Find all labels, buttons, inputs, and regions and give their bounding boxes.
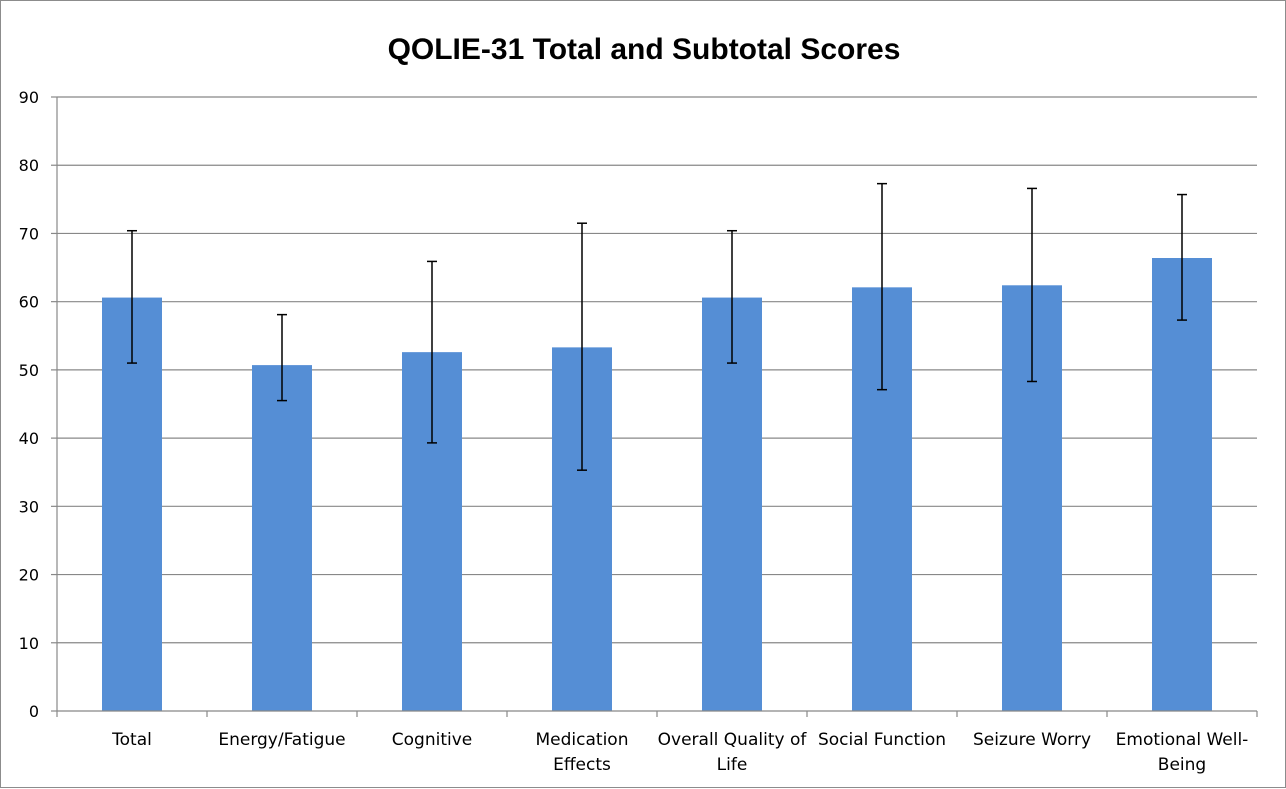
y-tick-label: 40	[19, 429, 39, 448]
category-label-line: Energy/Fatigue	[218, 730, 345, 750]
category-label-line: Effects	[553, 755, 611, 775]
category-label: Cognitive	[392, 730, 472, 750]
chart-title: QOLIE-31 Total and Subtotal Scores	[388, 33, 901, 66]
bar	[252, 365, 312, 711]
category-label-line: Emotional Well-	[1116, 730, 1249, 750]
y-tick-label: 0	[29, 702, 39, 721]
y-tick-label: 80	[19, 156, 39, 175]
bar	[702, 297, 762, 711]
category-label-line: Cognitive	[392, 730, 472, 750]
category-label-line: Social Function	[818, 730, 946, 750]
category-label: Emotional Well- Being	[1116, 730, 1249, 775]
error-bar-layer	[127, 182, 1187, 471]
y-tick-label: 50	[19, 361, 39, 380]
y-tick-label: 70	[19, 224, 39, 243]
category-label-line: Total	[111, 730, 152, 750]
bar	[1152, 258, 1212, 711]
category-label-line: Life	[717, 755, 748, 775]
y-tick-label: 20	[19, 566, 39, 585]
y-tick-label: 30	[19, 497, 39, 516]
category-label-line: Medication	[536, 730, 629, 750]
category-label-line: Being	[1158, 755, 1206, 775]
y-tick-label: 90	[19, 88, 39, 107]
category-label-line: Overall Quality of	[658, 730, 808, 750]
axis-layer	[51, 96, 1258, 717]
y-tick-label: 60	[19, 293, 39, 312]
y-tick-label: 10	[19, 634, 39, 653]
category-label: Social Function	[818, 730, 946, 750]
bar	[102, 297, 162, 711]
x-category-labels: Total Energy/Fatigue Cognitive Medication Ef…	[111, 730, 1248, 775]
grid-layer	[57, 96, 1257, 644]
category-label: Overall Quality of Life	[658, 730, 808, 775]
category-label: Medication Effects	[536, 730, 629, 775]
category-label-line: Seizure Worry	[973, 730, 1091, 750]
category-label: Energy/Fatigue	[218, 730, 345, 750]
y-tick-labels: 0 10 20 30 40 50 60 70 80 90	[19, 88, 39, 721]
bar-layer	[102, 258, 1212, 711]
category-label: Seizure Worry	[973, 730, 1091, 750]
category-label: Total	[111, 730, 152, 750]
